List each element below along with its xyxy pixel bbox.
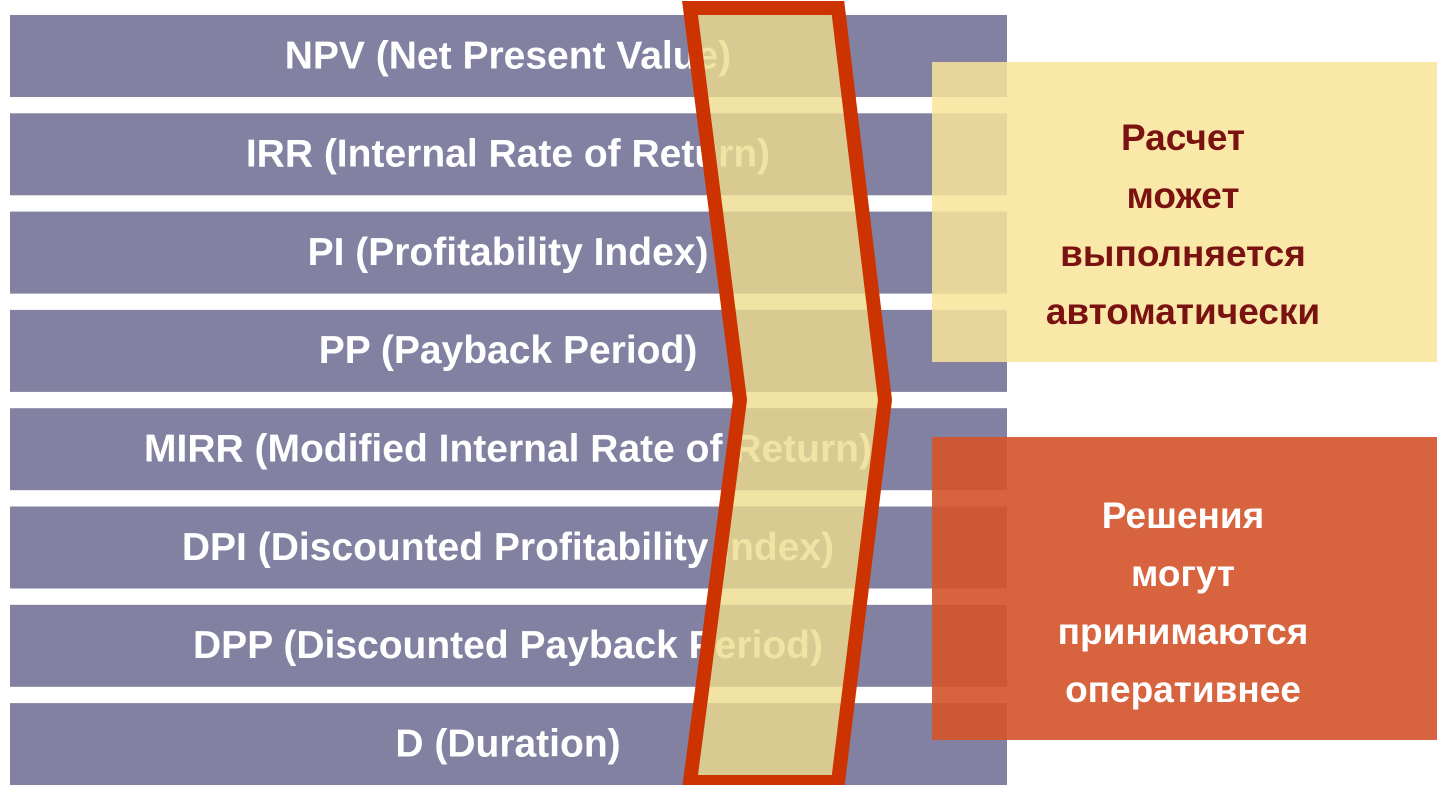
- metric-label: NPV (Net Present Value): [285, 34, 731, 77]
- metric-label: PP (Payback Period): [319, 329, 698, 372]
- automation-box: [932, 62, 1437, 362]
- box-line: Решения: [1102, 495, 1264, 536]
- decision-box: [932, 437, 1437, 740]
- box-line: автоматически: [1046, 291, 1320, 332]
- metric-label: D (Duration): [395, 722, 620, 765]
- box-line: могут: [1131, 553, 1235, 594]
- box-line: оперативнее: [1065, 669, 1301, 710]
- box-line: принимаются: [1058, 611, 1309, 652]
- metric-label: IRR (Internal Rate of Return): [246, 133, 770, 176]
- metric-label: PI (Profitability Index): [308, 231, 709, 274]
- box-texts: Расчет может выполняется автоматически Решен…: [1046, 117, 1320, 710]
- chevron-arrow: [682, 1, 893, 785]
- box-line: может: [1127, 175, 1240, 216]
- box-line: Расчет: [1121, 117, 1245, 158]
- box-line: выполняется: [1060, 233, 1306, 274]
